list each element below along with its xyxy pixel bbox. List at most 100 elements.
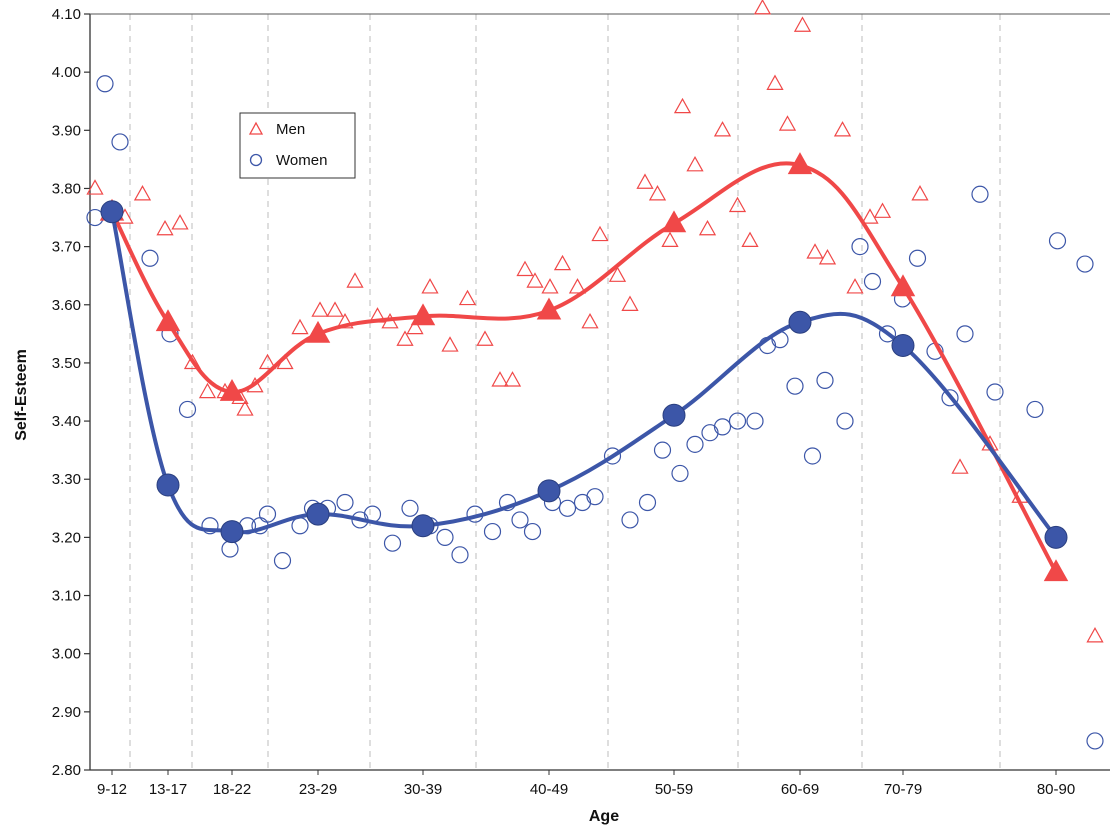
women-raw-point [401,499,419,517]
men-mean-marker [787,152,813,175]
men-raw-point [911,185,929,201]
women-mean-marker [220,520,244,544]
women-raw-point [221,540,239,558]
men-raw-point [608,266,627,282]
women-raw-point [941,389,959,407]
women-raw-point [1048,232,1067,250]
y-tick-label: 2.90 [52,704,81,721]
x-tick-label: 50-59 [655,781,693,798]
y-tick-label: 3.40 [52,413,81,430]
women-raw-point [1026,400,1044,419]
men-raw-point [686,155,704,172]
men-raw-point [1086,627,1104,643]
x-tick-label: 23-29 [299,781,337,798]
men-raw-point [86,179,104,195]
y-tick-label: 3.80 [52,180,81,197]
men-raw-point [458,289,477,306]
men-raw-point [396,330,414,346]
y-tick-label: 3.90 [52,122,81,139]
y-tick-label: 3.20 [52,529,81,546]
legend-women-circle-icon [249,153,263,167]
women-mean-marker [788,310,812,334]
men-mean-marker [410,303,436,326]
women-raw-point [258,505,277,523]
men-raw-point [661,231,679,247]
women-mean-marker [100,200,124,224]
men-raw-point [728,196,747,213]
women-mean-marker [537,479,561,503]
women-raw-point [511,511,529,529]
women-raw-point [971,185,989,203]
y-tick-label: 3.10 [52,588,81,605]
men-raw-point [183,353,202,370]
women-raw-point [1076,255,1094,273]
women-raw-point [878,325,897,343]
men-raw-point [476,330,494,346]
women-raw-point [336,493,354,512]
men-mean-marker [661,210,687,233]
men-raw-point [861,208,879,224]
women-raw-point [586,488,604,506]
women-raw-point [836,412,854,430]
women-mean-marker [1044,525,1068,549]
men-mean-marker [536,297,562,320]
women-raw-point [111,133,129,151]
legend-men-label: Men [276,121,305,138]
x-tick-label: 60-69 [781,781,819,798]
men-raw-point [873,202,892,218]
women-raw-point [908,249,927,267]
men-raw-point [753,0,772,15]
women-raw-point [701,424,719,442]
men-raw-point [673,97,692,114]
men-raw-point [236,400,254,416]
men-raw-point [503,371,522,387]
women-raw-point [816,371,834,389]
men-raw-point [698,219,717,236]
legend-men-triangle-icon [248,121,264,135]
men-raw-point [171,214,189,230]
women-raw-point [523,522,542,541]
men-raw-point [291,318,309,335]
women-raw-point [603,447,622,465]
x-axis-title: Age [589,808,619,825]
tick-labels-layer: 2.80 2.90 3.00 3.10 3.20 3.30 3.40 3.50 3.60 3.70… [52,6,1075,798]
men-raw-point [336,312,354,329]
women-raw-point [141,249,159,267]
y-tick-label: 3.70 [52,239,81,256]
men-raw-point [441,336,459,352]
women-raw-point [686,435,704,453]
x-tick-label: 18-22 [213,781,251,798]
women-raw-point [746,412,764,430]
women-raw-point [483,522,502,541]
men-raw-point [766,74,784,90]
men-raw-point [833,121,852,137]
women-raw-point [713,418,732,436]
women-raw-point [201,517,219,535]
men-raw-point [846,278,864,294]
women-raw-point [178,400,197,419]
women-raw-point [851,238,869,256]
men-mean-marker [1043,559,1069,582]
y-tick-label: 3.60 [52,297,81,314]
women-raw-point [653,441,672,459]
mean-markers-layer [99,152,1069,582]
men-raw-point [568,278,587,294]
women-raw-point [383,534,402,552]
men-raw-point [133,185,152,201]
men-raw-point [818,249,837,265]
y-tick-label: 4.00 [52,64,81,81]
men-raw-point [713,121,732,137]
men-raw-point [591,225,609,242]
men-raw-point [581,312,599,329]
women-trend-line [110,209,1058,540]
women-raw-point [786,377,804,395]
men-raw-point [491,371,509,387]
men-raw-point [621,295,639,311]
men-raw-point [258,353,277,370]
women-raw-point [638,493,657,512]
axes-layer [84,13,1110,775]
men-raw-point [636,173,654,189]
women-raw-point [956,325,974,343]
women-raw-point [451,546,469,564]
